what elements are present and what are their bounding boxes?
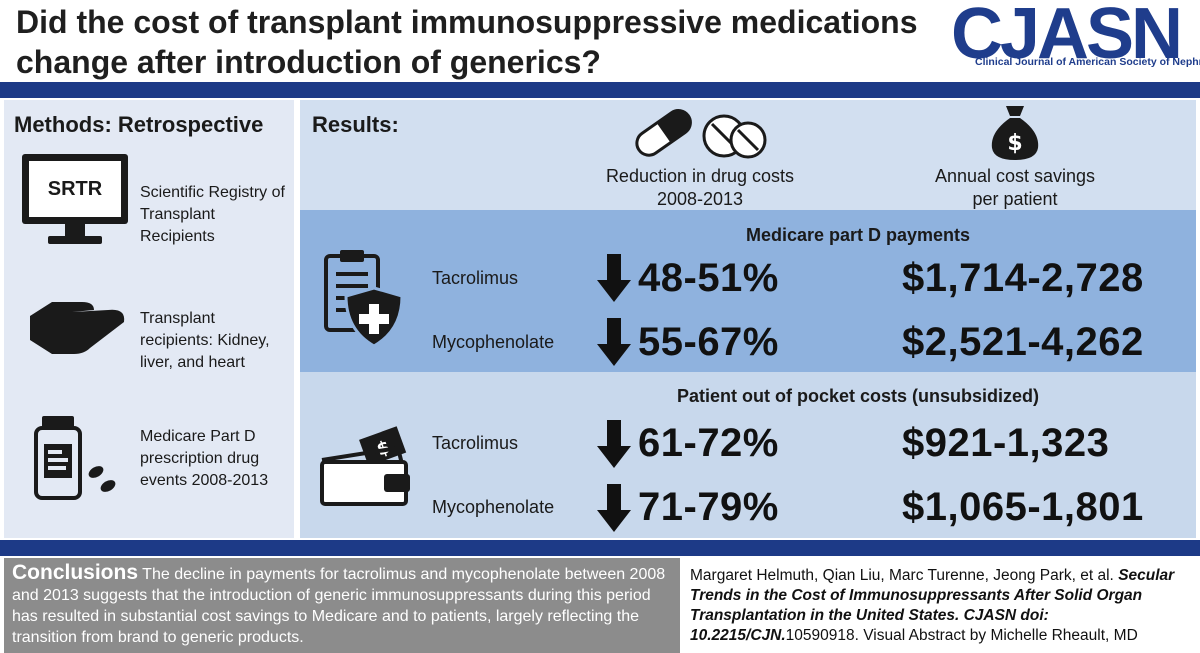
page-title: Did the cost of transplant immunosuppres…: [16, 4, 918, 80]
conclusions: Conclusions The decline in payments for …: [12, 562, 672, 648]
down-arrow-icon: [597, 254, 631, 302]
methods-item-medicare: Medicare Part D prescription drug events…: [140, 428, 269, 489]
conclusions-box: [4, 558, 680, 653]
methods-heading: Methods: Retrospective: [14, 112, 264, 137]
medicare-drug-tacrolimus: Tacrolimus: [432, 268, 519, 288]
journal-logo: CJASN: [950, 0, 1183, 74]
patient-drug-tacrolimus: Tacrolimus: [432, 433, 519, 453]
money-bag-icon: $: [990, 104, 1040, 160]
conclusions-text: The decline in payments for tacrolimus a…: [12, 566, 666, 646]
patient-drug-mycophenolate: Mycophenolate: [432, 497, 555, 517]
medicare-tacrolimus-reduction: 48-51%: [638, 256, 779, 300]
wallet-icon: $: [318, 420, 418, 510]
col-header-reduction: Reduction in drug costs 2008-2013: [605, 166, 795, 209]
clipboard-shield-icon: [322, 248, 407, 348]
conclusions-heading: Conclusions: [12, 561, 139, 584]
hand-icon: [28, 300, 128, 360]
pill-bottle-icon: [34, 414, 124, 504]
patient-mycophenolate-savings: $1,065-1,801: [902, 485, 1144, 529]
medicare-drug-mycophenolate: Mycophenolate: [432, 332, 555, 352]
medicare-mycophenolate-savings: $2,521-4,262: [902, 320, 1144, 364]
srtr-label: SRTR: [47, 178, 103, 200]
patient-tacrolimus-reduction: 61-72%: [638, 421, 779, 465]
patient-band: [300, 372, 1196, 538]
svg-text:$: $: [1007, 131, 1022, 156]
pills-icon: [622, 104, 772, 164]
patient-section-title: Patient out of pocket costs (unsubsidize…: [676, 386, 1040, 406]
patient-mycophenolate-reduction: 71-79%: [638, 485, 779, 529]
journal-logo-subtitle: Clinical Journal of American Society of …: [975, 56, 1200, 68]
results-heading: Results:: [312, 112, 399, 137]
medicare-band: [300, 210, 1196, 372]
down-arrow-icon: [597, 318, 631, 366]
medicare-section-title: Medicare part D payments: [745, 225, 971, 245]
citation-title: Secular Trends in the Cost of Immunosupp…: [690, 567, 1175, 644]
down-arrow-icon: [597, 484, 631, 532]
patient-tacrolimus-savings: $921-1,323: [902, 421, 1110, 465]
methods-item-registry: Scientific Registry of Transplant Recipi…: [140, 184, 285, 245]
citation: Margaret Helmuth, Qian Liu, Marc Turenne…: [690, 566, 1195, 646]
monitor-icon: [20, 152, 130, 247]
col-header-savings: Annual cost savings per patient: [934, 166, 1096, 209]
top-divider-bar: [0, 82, 1200, 98]
down-arrow-icon: [597, 420, 631, 468]
bottom-divider-bar: [0, 540, 1200, 556]
medicare-tacrolimus-savings: $1,714-2,728: [902, 256, 1144, 300]
methods-item-recipients: Transplant recipients: Kidney, liver, an…: [140, 310, 270, 371]
medicare-mycophenolate-reduction: 55-67%: [638, 320, 779, 364]
citation-authors: Margaret Helmuth, Qian Liu, Marc Turenne…: [690, 567, 1114, 584]
citation-doi-tail: 10590918. Visual Abstract by Michelle Rh…: [785, 627, 1138, 644]
